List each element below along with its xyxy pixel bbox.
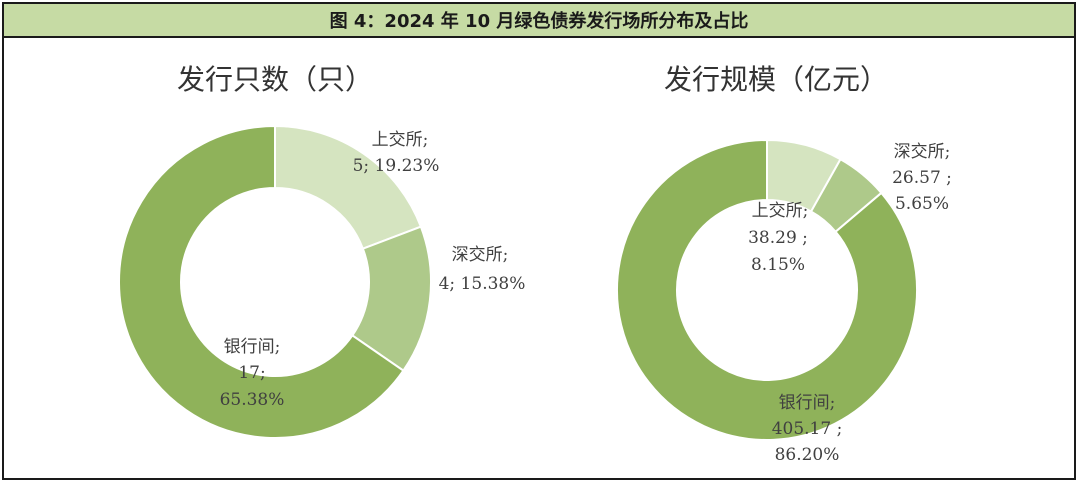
label-count-ib-value: 17; [238,363,265,383]
label-count-sse-name: 上交所; [372,130,429,150]
count-slice-ib [118,124,405,439]
label-amount-sse-value: 38.29 ; [748,228,808,248]
label-count-szse-name: 深交所; [452,245,509,265]
chart-amount: 发行规模（亿元） 上交所; 38.29 ; 8.15% 深交所; 26.57 ;… [616,63,952,465]
figure-title: 图 4：2024 年 10 月绿色债券发行场所分布及占比 [329,11,749,32]
figure-header: 图 4：2024 年 10 月绿色债券发行场所分布及占比 [4,4,1074,38]
chart-count-slices [118,124,432,439]
label-amount-ib-value: 405.17 ; [772,419,843,439]
amount-slice-ib [616,138,918,441]
chart-amount-title: 发行规模（亿元） [664,63,888,96]
label-amount-szse-value: 26.57 ; [892,168,952,188]
chart-count: 发行只数（只） 上交所; 5; 19.23% 深交所; 4; 15.38% 银行… [118,63,526,439]
label-amount-sse-name: 上交所; [752,201,809,221]
label-count-ib-percent: 65.38% [220,390,285,410]
label-amount-sse-percent: 8.15% [751,255,805,275]
chart-count-title: 发行只数（只） [177,63,373,96]
label-amount-szse-percent: 5.65% [895,194,949,214]
label-amount-szse-name: 深交所; [894,142,951,162]
label-count-szse-value: 4; 15.38% [439,274,526,294]
label-count-ib-name: 银行间; [224,337,281,357]
label-amount-ib-name: 银行间; [779,393,836,413]
label-amount-ib-percent: 86.20% [775,445,840,465]
label-count-sse-value: 5; 19.23% [353,156,440,176]
chart-amount-slices [616,138,918,441]
